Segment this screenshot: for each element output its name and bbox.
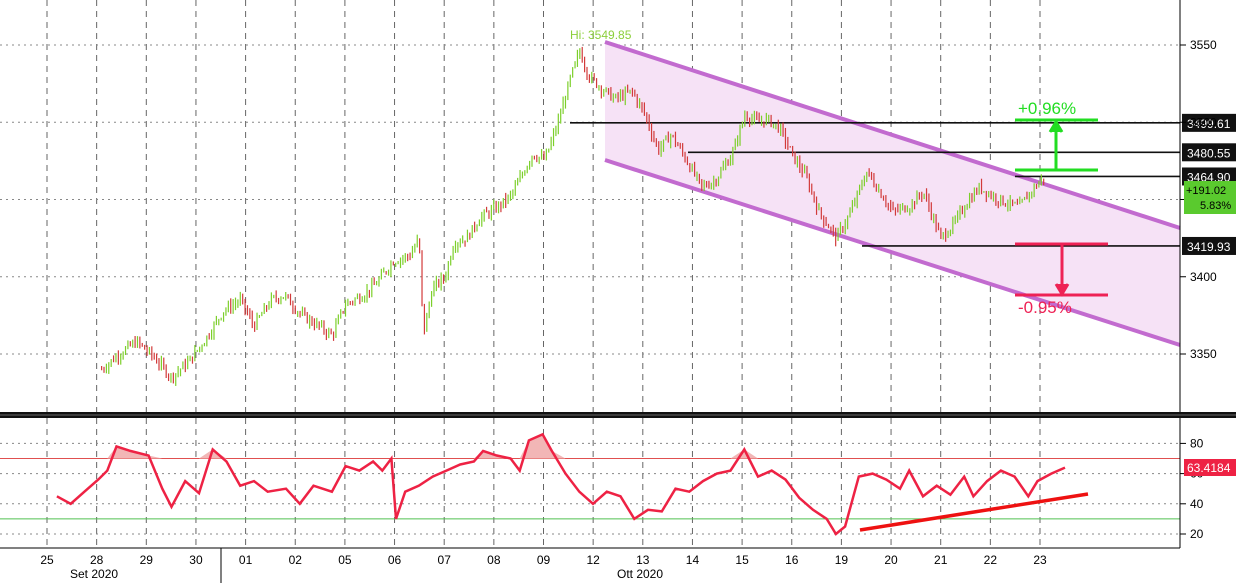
lower-grid (0, 418, 1180, 548)
upper-grid (0, 0, 1180, 412)
x-tick-label: 13 (636, 553, 650, 567)
level-box (1182, 143, 1236, 162)
rsi-tick-label: 80 (1190, 436, 1204, 450)
x-tick-label: 01 (239, 553, 253, 567)
up-annotation: +0.96% (1018, 99, 1076, 118)
x-tick-label: 21 (934, 553, 948, 567)
x-tick-label: 29 (140, 553, 154, 567)
level-label: 3464.90 (1187, 170, 1231, 184)
x-tick-label: 12 (586, 553, 600, 567)
x-tick-label: 15 (735, 553, 749, 567)
price-channel (605, 42, 1180, 345)
x-tick-label: 22 (984, 553, 998, 567)
x-tick-label: 05 (338, 553, 352, 567)
down-annotation: -0.95% (1018, 298, 1072, 317)
rsi-value-box (1184, 459, 1236, 476)
x-group-oct: Ott 2020 (617, 567, 663, 581)
level-label: 3499.61 (1187, 117, 1231, 131)
rsi-trendline (859, 492, 1089, 532)
lower-axis: 20406080 (1180, 436, 1204, 541)
x-tick-label: 02 (289, 553, 303, 567)
level-label: 3419.93 (1187, 240, 1231, 254)
x-group-sep: Set 2020 (70, 567, 118, 581)
x-tick-label: 19 (835, 553, 849, 567)
y-tick-label: 3350 (1190, 347, 1217, 361)
channel-lower-line (604, 158, 1181, 347)
level-box (1182, 167, 1236, 186)
rsi-tick-label: 20 (1190, 527, 1204, 541)
rsi-value-label: 63.4184 (1187, 461, 1231, 475)
up-target-marker (1015, 118, 1098, 172)
down-target-marker (1015, 242, 1108, 297)
level-box (1182, 113, 1236, 132)
x-tick-label: 08 (487, 553, 501, 567)
x-tick-label: 14 (686, 553, 700, 567)
x-tick-label: 16 (785, 553, 799, 567)
channel-upper-line (604, 40, 1181, 230)
x-tick-label: 28 (90, 553, 104, 567)
last-price-box (1184, 181, 1236, 214)
y-tick-label: 3500 (1190, 115, 1217, 129)
rsi-tick-label: 40 (1190, 497, 1204, 511)
last-price-change: +191.02 (1186, 185, 1226, 197)
rsi-line (56, 432, 1066, 536)
y-tick-label: 3400 (1190, 270, 1217, 284)
level-box (1182, 236, 1236, 255)
x-tick-label: 30 (189, 553, 203, 567)
candles (101, 46, 1045, 386)
rsi-overbought-fill (56, 434, 1065, 459)
x-axis: 25 28 29 30 01 02 05 06 07 08 09 12 13 14 15 16 19 20 21 22… (40, 553, 1047, 567)
x-tick-label: 23 (1033, 553, 1047, 567)
level-label: 3480.55 (1187, 146, 1231, 160)
high-label: Hi: 3549.85 (570, 28, 632, 42)
x-tick-label: 25 (40, 553, 54, 567)
last-price-pct: 5.83% (1200, 200, 1231, 212)
x-tick-label: 20 (884, 553, 898, 567)
x-tick-label: 07 (438, 553, 452, 567)
x-tick-label: 09 (537, 553, 551, 567)
level-lines: 3499.61 3480.55 3464.90 3419.93 (570, 113, 1236, 255)
x-tick-label: 06 (388, 553, 402, 567)
y-tick-label: 3550 (1190, 38, 1217, 52)
